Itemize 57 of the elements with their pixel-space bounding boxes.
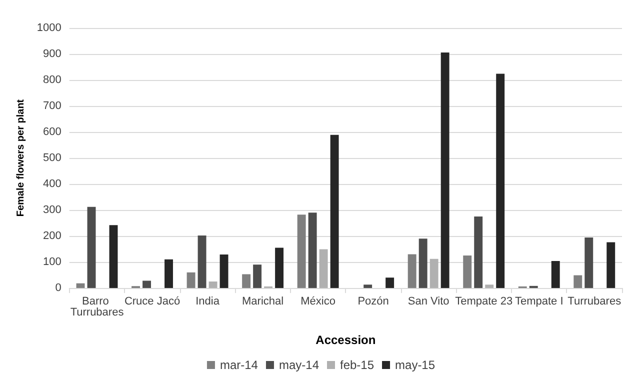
bar bbox=[330, 134, 339, 288]
legend-label: may-15 bbox=[395, 358, 436, 372]
bar bbox=[474, 216, 483, 288]
bar bbox=[242, 274, 251, 288]
bar bbox=[253, 264, 262, 288]
bar bbox=[308, 212, 317, 288]
x-tick-label: Marichal bbox=[242, 296, 284, 308]
bar bbox=[574, 275, 582, 288]
y-tick-label: 300 bbox=[43, 204, 62, 216]
bar bbox=[297, 214, 306, 288]
y-tick-label: 700 bbox=[43, 100, 62, 112]
x-tick-label: Turrubares bbox=[568, 296, 622, 308]
y-tick-label: 600 bbox=[43, 126, 62, 138]
bar bbox=[142, 280, 151, 288]
bar bbox=[496, 74, 505, 288]
bar bbox=[319, 249, 328, 288]
bar bbox=[463, 256, 472, 288]
bar bbox=[220, 254, 228, 288]
bar bbox=[364, 284, 372, 288]
bar bbox=[109, 225, 118, 288]
x-tick-label: México bbox=[300, 296, 336, 308]
x-tick-label: Tempate 23 bbox=[455, 296, 513, 308]
y-axis-title: Female flowers per plant bbox=[16, 98, 26, 217]
bar bbox=[198, 235, 206, 288]
bar bbox=[408, 254, 416, 288]
bar bbox=[606, 242, 616, 288]
x-tick-label: Barro Turrubares bbox=[70, 296, 124, 318]
legend-label: may-14 bbox=[278, 358, 320, 372]
bar bbox=[551, 260, 560, 288]
legend-label: feb-15 bbox=[340, 358, 374, 372]
bar bbox=[208, 282, 218, 288]
x-axis-title: Accession bbox=[316, 333, 376, 347]
x-tick-label: Pozón bbox=[358, 296, 389, 308]
y-tick-label: 800 bbox=[43, 74, 62, 86]
x-tick-label: Cruce Jacó bbox=[124, 296, 180, 308]
bar bbox=[418, 238, 428, 288]
bar bbox=[76, 283, 85, 288]
x-tick-label: India bbox=[196, 296, 220, 308]
x-tick-label: San Vito bbox=[408, 296, 450, 308]
bar bbox=[275, 248, 284, 288]
y-tick-label: 1000 bbox=[36, 22, 62, 34]
bar bbox=[164, 259, 173, 288]
y-tick-label: 200 bbox=[43, 230, 62, 242]
bar bbox=[485, 284, 494, 288]
y-tick-label: 400 bbox=[43, 178, 62, 190]
bar bbox=[386, 278, 394, 288]
y-tick-label: 0 bbox=[55, 282, 62, 294]
bar bbox=[87, 206, 96, 288]
x-tick-label: Tempate I bbox=[514, 296, 564, 308]
bar bbox=[186, 272, 196, 288]
y-tick-label: 900 bbox=[43, 48, 62, 60]
bar bbox=[430, 258, 438, 288]
bar bbox=[440, 52, 450, 288]
bar bbox=[584, 238, 594, 288]
y-tick-label: 500 bbox=[43, 152, 62, 164]
y-tick-label: 100 bbox=[43, 256, 62, 268]
legend-label: mar-14 bbox=[220, 358, 258, 372]
